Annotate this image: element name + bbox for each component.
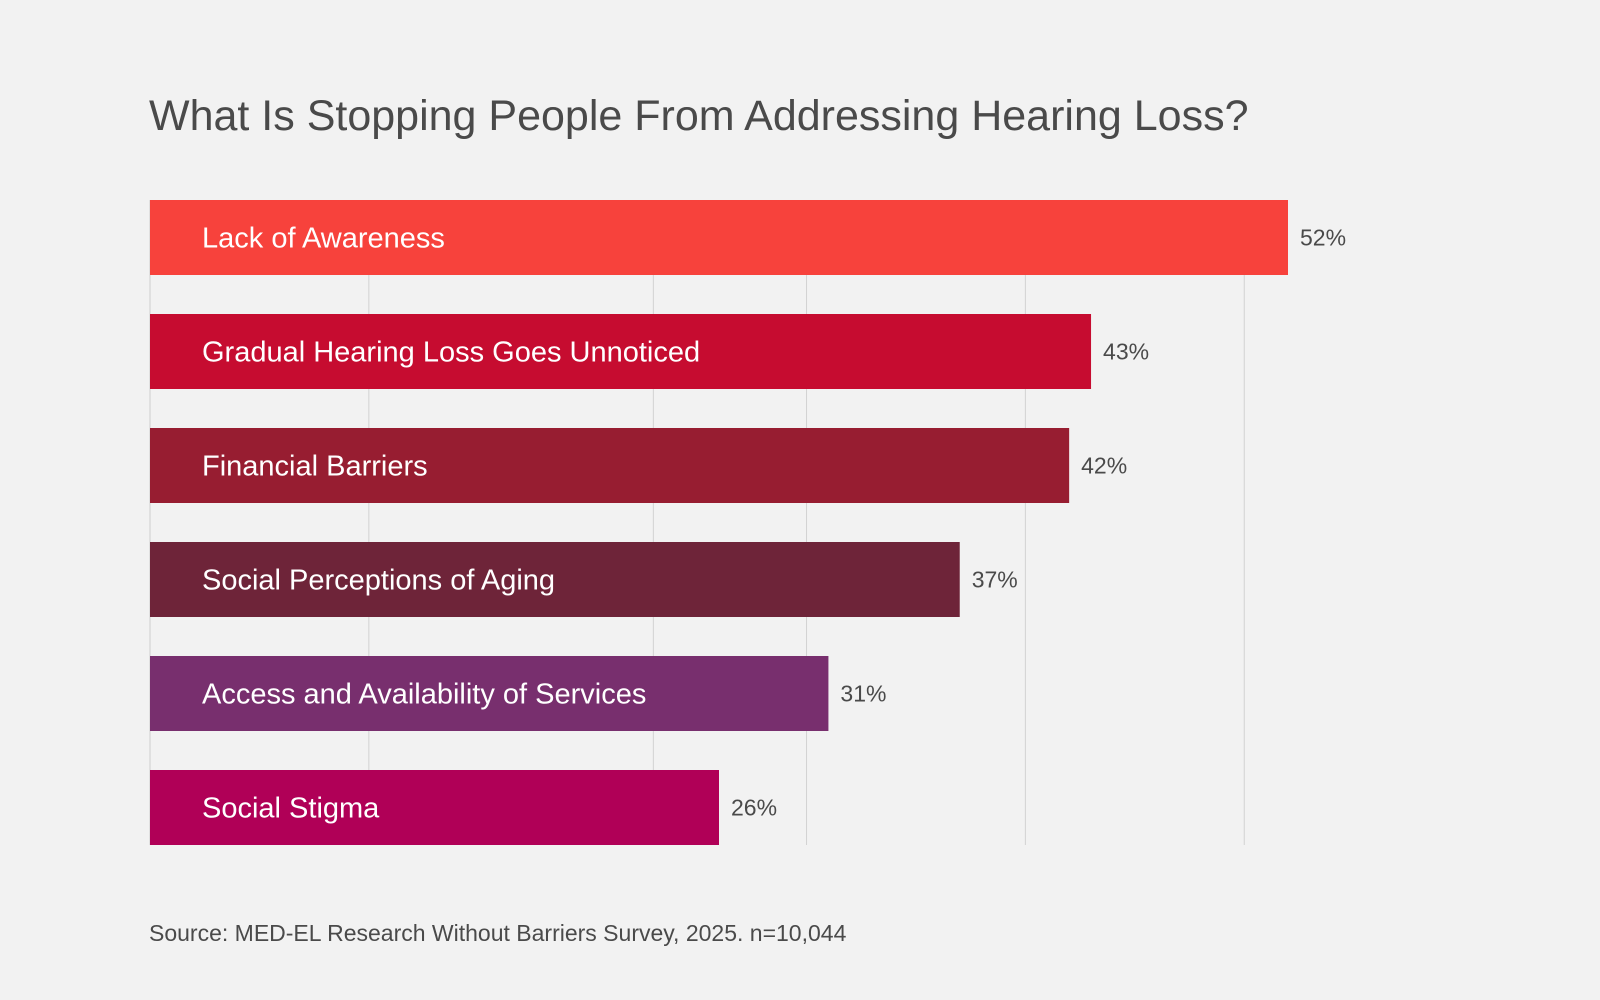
- value-label-3: 42%: [1081, 453, 1127, 479]
- bar-6: [150, 770, 719, 845]
- bar-label-3: Financial Barriers: [202, 451, 428, 483]
- bar-2: [150, 314, 1092, 389]
- value-label-5: 31%: [840, 681, 886, 707]
- bar-label-2: Gradual Hearing Loss Goes Unnoticed: [202, 337, 700, 369]
- bars: Lack of Awareness 52% Gradual Hearing Loss…: [150, 200, 1346, 845]
- bar-1: [150, 200, 1288, 275]
- value-label-1: 52%: [1300, 225, 1346, 251]
- bar-label-6: Social Stigma: [202, 793, 380, 825]
- value-label-2: 43%: [1103, 339, 1149, 365]
- value-label-4: 37%: [972, 567, 1018, 593]
- bar-label-5: Access and Availability of Services: [202, 679, 646, 711]
- chart-title: What Is Stopping People From Addressing …: [149, 92, 1249, 140]
- source-note: Source: MED-EL Research Without Barriers…: [149, 920, 847, 946]
- bar-label-1: Lack of Awareness: [202, 223, 445, 255]
- value-label-6: 26%: [731, 795, 777, 821]
- bar-3: [150, 428, 1070, 503]
- bar-4: [150, 542, 960, 617]
- gridlines: [149, 200, 1245, 845]
- bar-5: [150, 656, 829, 731]
- bar-label-4: Social Perceptions of Aging: [202, 565, 555, 597]
